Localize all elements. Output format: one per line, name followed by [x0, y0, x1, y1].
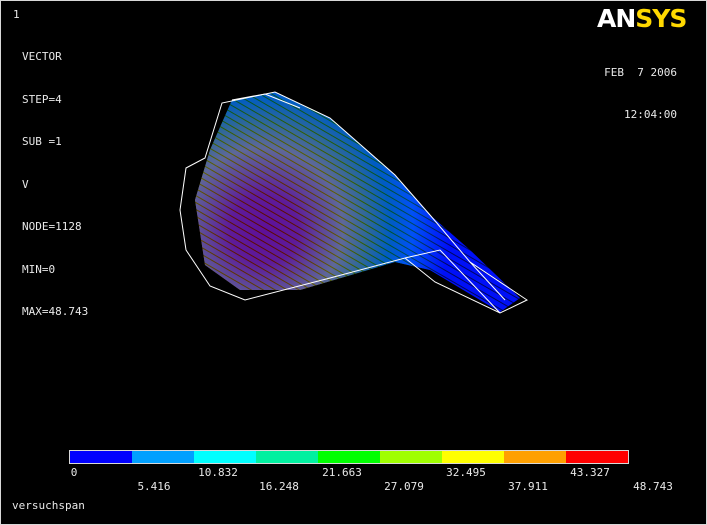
legend-label-top: 32.495	[446, 466, 486, 479]
info-line-sub: SUB =1	[22, 135, 62, 148]
date-time-block: FEB 7 2006 12:04:00	[604, 38, 677, 136]
info-line-item: V	[22, 177, 29, 191]
legend-label-bottom: 37.911	[508, 480, 548, 493]
legend-label-top: 21.663	[322, 466, 362, 479]
info-line-type: VECTOR	[22, 50, 62, 63]
legend-swatch-2	[132, 451, 194, 463]
legend-label-bottom: 5.416	[137, 480, 171, 493]
info-line-step: STEP=4	[22, 92, 62, 106]
color-legend-bar	[69, 450, 629, 464]
plot-date: FEB 7 2006	[604, 66, 677, 79]
legend-swatch-8	[504, 451, 566, 463]
logo-an: AN	[597, 4, 636, 33]
legend-label-top: 0	[70, 466, 78, 479]
plot-subtitle: versuchspan	[12, 499, 85, 512]
legend-swatch-6	[380, 451, 442, 463]
plot-info-block: VECTOR STEP=4 SUB =1 V NODE=1128 MIN=0 M…	[22, 22, 88, 334]
legend-swatch-7	[442, 451, 504, 463]
logo-sys: SYS	[635, 4, 687, 33]
legend-swatch-1	[70, 451, 132, 463]
legend-swatch-5	[318, 451, 380, 463]
info-line-max: MAX=48.743	[22, 305, 89, 318]
legend-swatch-4	[256, 451, 318, 463]
legend-label-bottom: 27.079	[384, 480, 424, 493]
legend-swatch-9	[566, 451, 628, 463]
ansys-logo: ANSYS	[597, 4, 687, 33]
info-line-node: NODE=1128	[22, 220, 82, 233]
window-number: 1	[13, 8, 20, 21]
plot-time: 12:04:00	[624, 108, 677, 121]
legend-label-bottom: 48.743	[633, 480, 673, 493]
velocity-vector-field	[195, 92, 520, 312]
legend-label-top: 10.832	[198, 466, 238, 479]
info-line-min: MIN=0	[22, 262, 56, 276]
legend-label-bottom: 16.248	[259, 480, 299, 493]
geometry-outline	[179, 91, 529, 314]
vector-plot-area	[179, 91, 529, 314]
legend-swatch-3	[194, 451, 256, 463]
legend-label-top: 43.327	[570, 466, 610, 479]
